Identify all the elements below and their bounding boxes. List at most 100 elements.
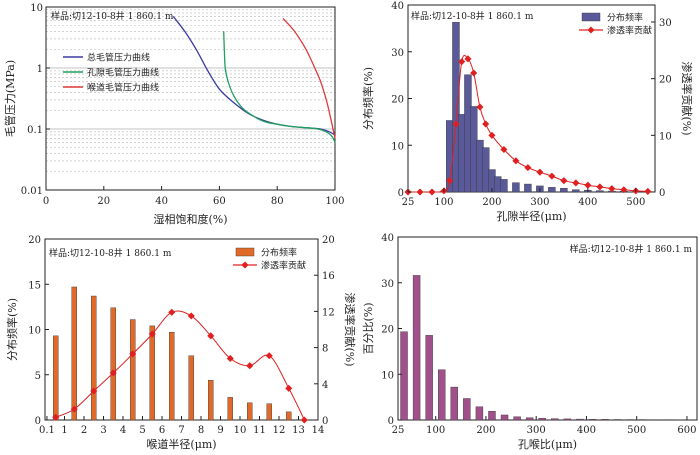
contribution-point	[560, 177, 568, 185]
bar	[130, 319, 136, 421]
legend-marker	[587, 26, 595, 34]
x-tick-label: 40	[155, 196, 168, 207]
y-axis-label: 毛管压力(MPa)	[3, 60, 17, 137]
y-tick-label: 10	[30, 3, 43, 14]
y-tick-label: 0.1	[27, 125, 43, 136]
y2-axis-label: 渗透率贡献(%)	[343, 292, 357, 366]
bar	[208, 379, 214, 421]
contribution-point	[109, 369, 117, 377]
contribution-point	[129, 350, 137, 358]
contribution-point	[512, 157, 520, 165]
bar	[286, 411, 292, 421]
y-tick-label: 10	[28, 326, 41, 337]
y-tick-label: 10	[381, 370, 394, 381]
x-axis-label: 孔隙半径(μm)	[496, 209, 566, 223]
x-tick-label: 500	[626, 197, 645, 208]
plot-frame	[45, 6, 336, 191]
y2-tick-label: 8	[322, 344, 328, 355]
contribution-point	[596, 183, 604, 191]
bar	[488, 411, 496, 421]
y-tick-label: 30	[381, 279, 394, 290]
contribution-point	[524, 164, 532, 172]
contribution-point	[536, 168, 544, 176]
bar	[227, 397, 233, 421]
contribution-point	[548, 172, 556, 180]
contribution-point	[207, 332, 215, 340]
x-tick-label: 100	[434, 197, 453, 208]
contribution-point	[482, 120, 490, 128]
bar	[548, 187, 556, 193]
y-axis-label: 百分比(%)	[362, 302, 375, 354]
bar	[188, 355, 194, 421]
y2-tick-label: 20	[322, 235, 335, 246]
y2-tick-label: 0	[322, 416, 328, 427]
contribution-point	[584, 181, 592, 189]
bar	[412, 275, 421, 421]
x-tick-label: 300	[527, 425, 546, 436]
contribution-point	[416, 188, 424, 196]
contribution-point	[572, 179, 580, 187]
bar	[512, 182, 520, 193]
contribution-point	[187, 312, 195, 320]
bar	[613, 419, 622, 421]
contribution-point	[70, 405, 78, 413]
x-tick-label: 3	[100, 425, 106, 436]
bar	[525, 417, 534, 421]
bar	[551, 418, 559, 421]
bar	[53, 335, 59, 421]
contribution-line	[407, 54, 648, 193]
legend-marker	[241, 261, 249, 269]
y2-tick-label: 4	[322, 380, 328, 391]
curve-curve_pore	[223, 31, 336, 143]
y2-tick-label: 0	[659, 188, 665, 199]
x-axis-label: 孔喉比(μm)	[518, 438, 577, 451]
contribution-point	[488, 131, 496, 139]
bar	[560, 188, 568, 193]
bar	[110, 307, 116, 421]
x-tick-label: 80	[271, 196, 284, 207]
bar	[493, 176, 502, 193]
y-tick-label: 0.01	[21, 186, 43, 197]
y-axis-label: 分布频率(%)	[361, 67, 375, 130]
x-tick-label: 100	[426, 425, 445, 436]
contribution-point	[464, 55, 472, 63]
y2-tick-label: 16	[322, 271, 335, 282]
legend-label: 渗透率贡献	[261, 260, 306, 272]
legend-label: 渗透率贡献	[607, 25, 652, 37]
y2-tick-label: 30	[659, 18, 672, 29]
contribution-point	[265, 352, 273, 360]
y2-tick-label: 20	[659, 75, 672, 86]
contribution-point	[452, 120, 460, 128]
contribution-point	[470, 69, 478, 77]
legend-label: 分布频率	[607, 12, 643, 24]
contribution-point	[458, 58, 466, 66]
contribution-point	[246, 362, 254, 370]
x-tick-label: 200	[476, 425, 495, 436]
x-tick-label: 4	[120, 425, 126, 436]
contribution-point	[52, 413, 60, 421]
x-tick-label: 400	[578, 197, 597, 208]
contribution-point	[168, 308, 176, 316]
legend-label: 分布频率	[261, 247, 297, 259]
bar	[266, 403, 272, 421]
x-tick-label: 13	[292, 425, 305, 436]
bar	[588, 418, 597, 421]
bar	[475, 406, 484, 421]
x-tick-label: 11	[253, 425, 266, 436]
y2-tick-label: 12	[322, 307, 335, 318]
bar	[572, 189, 580, 193]
contribution-point	[148, 330, 156, 338]
bar	[601, 419, 609, 421]
contribution-point	[285, 384, 293, 392]
contribution-point	[620, 186, 628, 194]
bar	[71, 286, 77, 421]
sample-label: 样品:切12-10-8井 1 860.1 m	[49, 247, 172, 259]
x-tick-label: 600	[677, 425, 696, 436]
x-tick-label: 60	[213, 196, 226, 207]
legend-label: 孔隙毛管压力曲线	[87, 67, 159, 79]
y-axis-label: 分布频率(%)	[5, 298, 19, 361]
contribution-point	[300, 416, 308, 424]
bar	[438, 369, 446, 421]
bar	[458, 114, 466, 193]
